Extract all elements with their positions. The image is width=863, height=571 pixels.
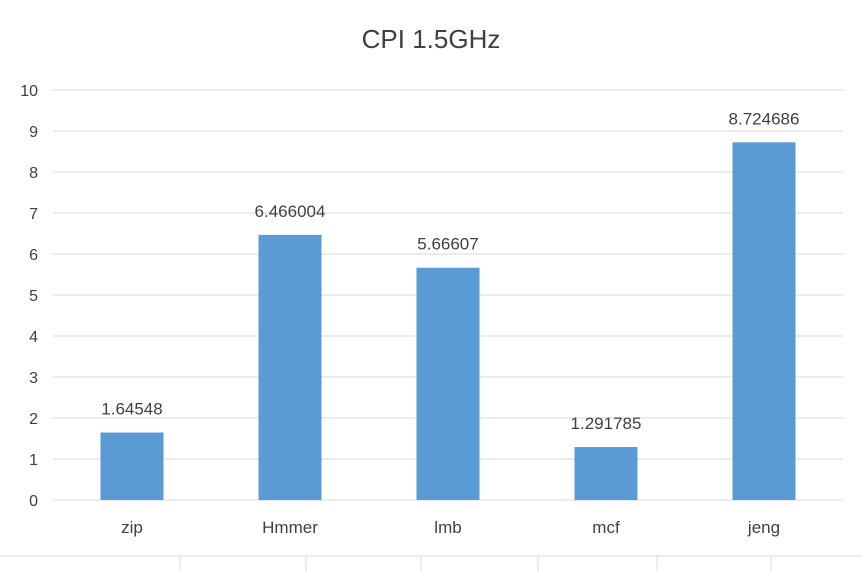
category-label-mcf: mcf xyxy=(592,518,620,537)
y-axis-tick-labels: 0 1 2 3 4 5 6 7 8 9 10 xyxy=(20,83,38,510)
y-tick-label: 6 xyxy=(29,247,38,264)
bar-Hmmer xyxy=(258,234,322,500)
data-label-jeng: 8.724686 xyxy=(729,109,800,128)
bottom-axis-strip xyxy=(0,555,863,571)
x-axis-category-labels: zip Hmmer lmb mcf jeng xyxy=(121,518,780,537)
y-tick-label: 2 xyxy=(29,411,38,428)
data-labels: 1.64548 6.466004 5.66607 1.291785 8.724686 xyxy=(101,109,799,433)
y-tick-label: 8 xyxy=(29,165,38,182)
category-label-zip: zip xyxy=(121,518,143,537)
data-label-Hmmer: 6.466004 xyxy=(255,202,326,221)
bar-jeng xyxy=(732,142,796,500)
chart-title: CPI 1.5GHz xyxy=(362,24,501,54)
category-label-lmb: lmb xyxy=(434,518,461,537)
y-tick-label: 5 xyxy=(29,288,38,305)
y-tick-label: 1 xyxy=(29,452,38,469)
y-tick-label: 3 xyxy=(29,370,38,387)
data-label-mcf: 1.291785 xyxy=(571,414,642,433)
category-label-Hmmer: Hmmer xyxy=(262,518,318,537)
y-tick-label: 7 xyxy=(29,206,38,223)
bar-mcf xyxy=(574,447,638,500)
data-label-lmb: 5.66607 xyxy=(417,235,478,254)
y-tick-label: 10 xyxy=(20,83,38,100)
bar-lmb xyxy=(416,267,480,500)
bars xyxy=(100,142,796,500)
category-label-jeng: jeng xyxy=(747,518,780,537)
y-tick-label: 4 xyxy=(29,329,38,346)
y-tick-label: 0 xyxy=(29,493,38,510)
bar-zip xyxy=(100,432,164,500)
data-label-zip: 1.64548 xyxy=(101,400,162,419)
y-tick-label: 9 xyxy=(29,124,38,141)
